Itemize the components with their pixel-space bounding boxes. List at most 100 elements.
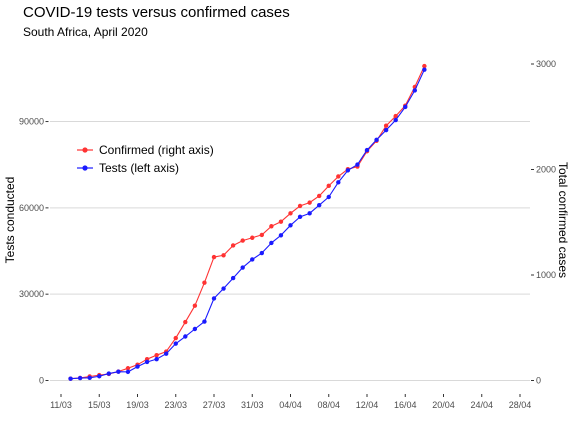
point-tests-13 (192, 326, 198, 332)
left-tick-label-0: 0 (39, 376, 44, 386)
left-tick-label-2: 60000 (19, 203, 44, 213)
point-confirmed-21 (269, 224, 274, 229)
point-tests-3 (97, 374, 102, 379)
series-line-tests (70, 69, 425, 380)
point-tests-18 (240, 265, 245, 270)
x-tick-label-10: 20/04 (432, 400, 455, 410)
point-confirmed-17 (230, 243, 236, 248)
point-tests-27 (326, 194, 331, 200)
legend-label-confirmed: Confirmed (right axis) (99, 143, 214, 157)
point-confirmed-22 (278, 219, 284, 224)
point-confirmed-34 (393, 113, 398, 119)
x-tick-label-2: 19/03 (126, 400, 149, 410)
x-tick-label-11: 24/04 (470, 400, 493, 410)
point-tests-30 (355, 162, 360, 167)
point-tests-7 (135, 364, 140, 369)
point-confirmed-12 (183, 319, 188, 325)
x-tick-label-9: 16/04 (394, 400, 417, 410)
legend-marker-confirmed (82, 147, 88, 153)
point-tests-6 (125, 369, 131, 375)
point-tests-15 (211, 296, 217, 301)
point-tests-32 (374, 137, 379, 142)
point-tests-17 (230, 275, 236, 281)
x-tick-label-7: 08/04 (317, 400, 340, 410)
x-axis-ticks: 11/03 15/03 19/03 23/03 27/03 31/03 04/04 08/04… (50, 394, 531, 410)
point-tests-0 (68, 376, 73, 381)
point-confirmed-26 (316, 193, 322, 199)
point-tests-11 (173, 341, 178, 346)
point-confirmed-23 (288, 211, 293, 216)
point-tests-4 (106, 371, 112, 376)
point-tests-25 (307, 211, 312, 216)
x-tick-label-12: 28/04 (509, 400, 532, 410)
point-tests-8 (144, 359, 150, 365)
point-tests-2 (87, 375, 92, 381)
legend-item-tests: Tests (left axis) (77, 161, 179, 175)
point-tests-33 (383, 127, 389, 133)
point-confirmed-15 (211, 254, 217, 260)
point-tests-28 (336, 180, 341, 185)
right-axis-ticks: 0 1000 2000 3000 (531, 59, 556, 386)
point-tests-12 (183, 334, 188, 339)
left-axis-ticks: 0 30000 60000 90000 (19, 117, 49, 386)
point-confirmed-28 (336, 174, 341, 179)
point-tests-9 (154, 356, 159, 362)
point-confirmed-14 (202, 280, 207, 285)
point-confirmed-33 (383, 123, 389, 128)
legend-label-tests: Tests (left axis) (99, 161, 179, 175)
x-tick-label-0: 11/03 (50, 400, 72, 410)
point-tests-21 (269, 240, 274, 246)
point-confirmed-18 (240, 238, 245, 243)
x-tick-label-4: 27/03 (203, 400, 226, 410)
point-tests-19 (250, 257, 255, 262)
x-tick-label-6: 04/04 (279, 400, 302, 410)
chart-title: COVID-19 tests versus confirmed cases (23, 4, 290, 21)
point-confirmed-24 (297, 203, 303, 209)
point-tests-23 (288, 223, 293, 228)
point-tests-29 (345, 168, 351, 173)
point-confirmed-27 (326, 183, 331, 189)
point-tests-26 (316, 203, 322, 208)
point-confirmed-16 (221, 253, 226, 258)
right-tick-label-3: 3000 (536, 59, 556, 69)
point-confirmed-6 (125, 366, 131, 371)
legend-marker-tests (82, 165, 88, 171)
point-tests-35 (403, 104, 408, 110)
right-tick-label-0: 0 (536, 376, 541, 386)
point-confirmed-13 (192, 303, 198, 308)
x-tick-label-1: 15/03 (88, 400, 111, 410)
point-tests-5 (116, 369, 121, 374)
point-tests-14 (202, 319, 207, 324)
left-axis-title: Tests conducted (3, 177, 17, 264)
point-tests-16 (221, 286, 226, 291)
right-tick-label-2: 2000 (536, 165, 556, 175)
point-tests-36 (412, 88, 418, 93)
right-tick-label-1: 1000 (536, 270, 556, 280)
point-confirmed-11 (173, 335, 178, 341)
point-confirmed-25 (307, 200, 312, 205)
series-layer (68, 63, 427, 381)
left-tick-label-3: 90000 (19, 117, 44, 127)
right-axis-title: Total confirmed cases (556, 162, 570, 278)
point-tests-31 (364, 147, 370, 153)
point-tests-1 (77, 375, 83, 381)
point-confirmed-37 (422, 63, 427, 69)
x-tick-label-3: 23/03 (164, 400, 187, 410)
left-tick-label-1: 30000 (19, 289, 44, 299)
point-confirmed-19 (250, 235, 255, 240)
chart-subtitle: South Africa, April 2020 (23, 25, 148, 39)
x-tick-label-5: 31/03 (241, 400, 264, 410)
point-tests-20 (259, 250, 265, 256)
point-confirmed-9 (154, 352, 159, 358)
x-tick-label-8: 12/04 (356, 400, 379, 410)
legend-item-confirmed: Confirmed (right axis) (77, 143, 214, 157)
point-tests-34 (393, 117, 398, 123)
point-tests-10 (163, 351, 169, 356)
legend: Confirmed (right axis) Tests (left axis) (77, 143, 214, 175)
series-line-confirmed (70, 65, 425, 380)
point-tests-24 (297, 214, 303, 220)
point-tests-37 (422, 67, 427, 72)
gridlines (50, 121, 530, 381)
point-tests-22 (278, 233, 284, 238)
